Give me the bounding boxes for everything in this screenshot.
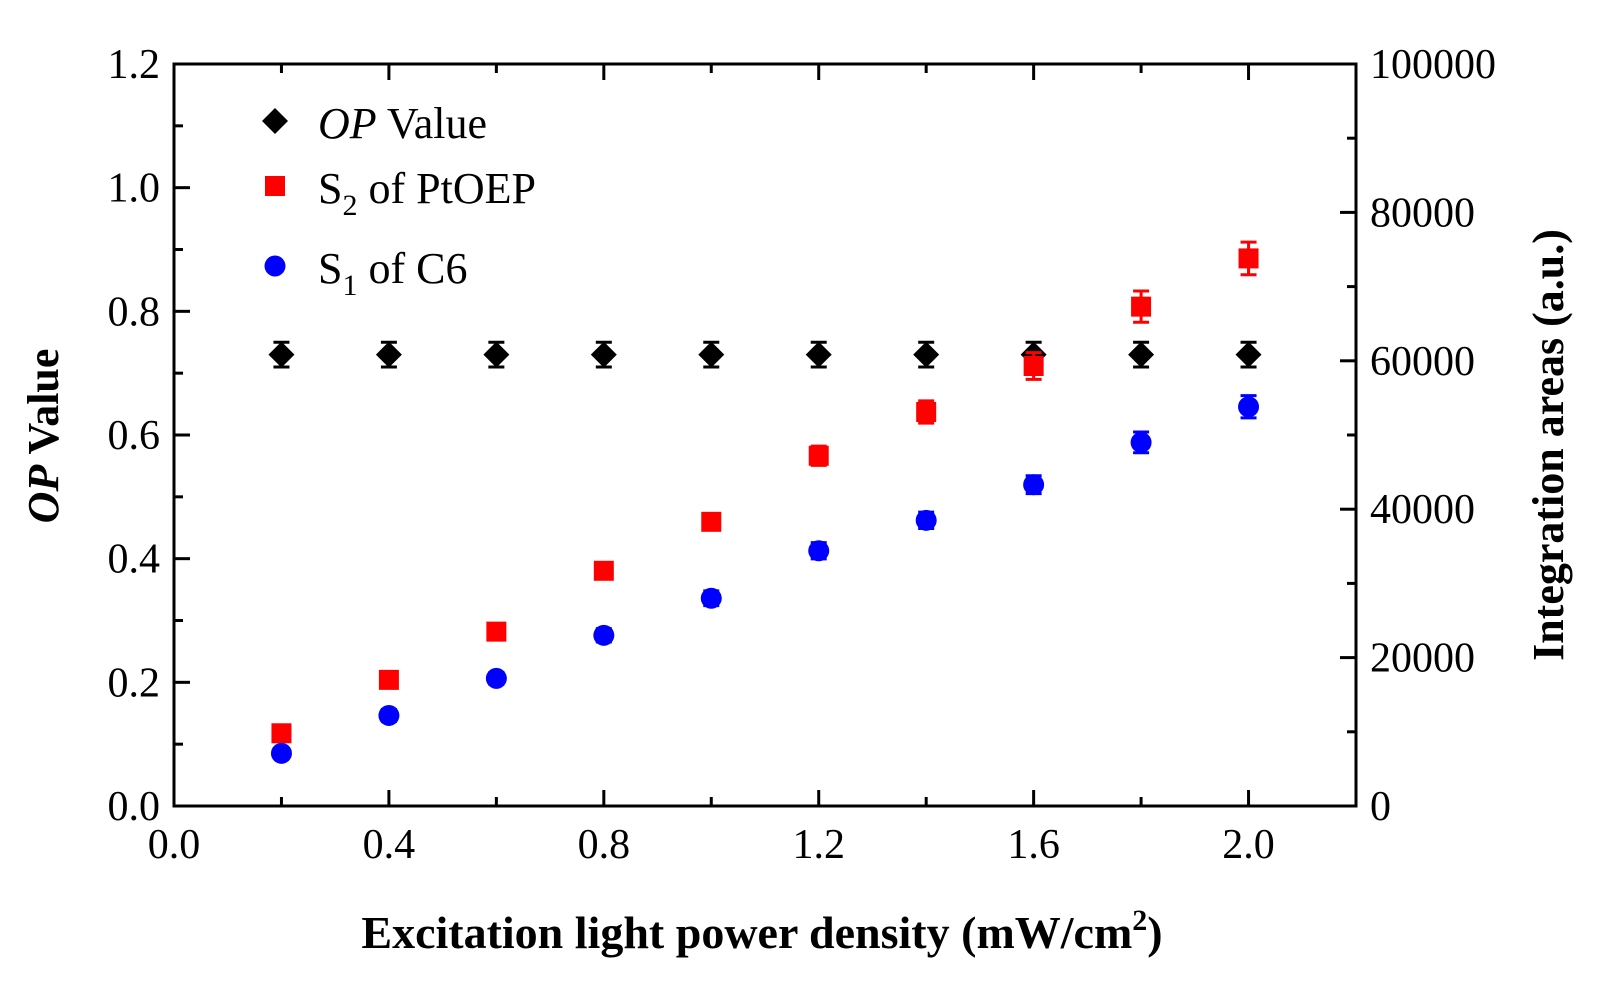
legend-label: OP Value [318,99,487,148]
data-point [593,624,615,646]
axis-ticks [172,62,1358,808]
data-point [486,621,507,642]
y-left-tick-label: 0.8 [108,289,161,335]
data-point [805,341,832,368]
y-left-tick-label: 0.6 [108,413,161,459]
y-axis-left-label-rest: Value [19,349,68,465]
data-point [1238,248,1259,269]
data-point [378,669,399,690]
legend-label-text: S [318,244,342,293]
legend-label-text: S [318,164,342,213]
data-point [916,401,937,422]
data-point [808,540,830,562]
data-point [1130,431,1152,453]
data-point [1128,341,1155,368]
y-axis-left-label: OP Value [19,349,68,524]
data-marks [268,240,1262,764]
y-right-tick-label: 100000 [1370,42,1496,88]
y-right-tick-label: 0 [1370,784,1391,830]
data-point [1238,396,1260,418]
y-right-tick-label: 20000 [1370,636,1475,682]
legend-label-tail: of PtOEP [357,164,535,213]
x-tick-label: 2.0 [1222,822,1275,868]
y-axis-right-label: Integration areas (a.u.) [1524,229,1573,661]
legend-marker [265,176,285,196]
legend-marker [264,255,286,277]
x-tick-label: 0.0 [148,822,201,868]
y-right-tick-label: 60000 [1370,339,1475,385]
legend-label-italic: OP [318,99,377,148]
legend-label-tail: of C6 [357,244,467,293]
data-point [375,341,402,368]
data-point [485,667,507,689]
data-point [378,704,400,726]
series-1 [271,240,1259,744]
legend-label: S2 of PtOEP [318,164,536,222]
y-left-tick-label: 1.0 [108,166,161,212]
data-point [590,341,617,368]
data-point [915,509,937,531]
data-point [701,511,722,532]
data-point [700,587,722,609]
legend-label-sub: 1 [342,269,357,302]
y-left-tick-label: 1.2 [108,42,161,88]
legend-label-text: Value [377,99,487,148]
data-point [268,341,295,368]
y-axis-left-label-italic: OP [19,464,68,524]
x-tick-label: 0.4 [363,822,416,868]
legend: OP Value S2 of PtOEP S1 of C6 [262,99,536,302]
x-tick-label: 0.8 [578,822,631,868]
y-right-tick-label: 40000 [1370,487,1475,533]
x-tick-label: 1.2 [792,822,845,868]
x-axis-label-sup: 2 [1132,904,1147,937]
data-point [1131,296,1152,317]
series-2 [270,394,1260,764]
data-point [1235,341,1262,368]
plot-frame [172,62,1358,808]
x-axis-label-main: Excitation light power density (mW/cm [361,907,1132,958]
legend-label-sub: 2 [342,189,357,222]
legend-marker [262,108,288,134]
data-point [808,445,829,466]
y-left-tick-label: 0.2 [108,660,161,706]
y-left-tick-label: 0.4 [108,537,161,583]
data-point [1023,474,1045,496]
data-point [593,560,614,581]
data-point [483,341,510,368]
data-point [1023,355,1044,376]
series-0 [268,340,1262,369]
data-point [698,341,725,368]
data-point [270,742,292,764]
x-tick-label: 1.6 [1007,822,1060,868]
data-point [913,341,940,368]
y-left-tick-label: 0.0 [108,784,161,830]
data-point [271,723,292,744]
x-axis-label-end: ) [1147,907,1162,958]
tick-labels: 0.0 0.4 0.8 1.2 1.6 2.0 0.0 0.2 0.4 0.6 0.8 1.0 1.2 0… [108,42,1497,868]
y-right-tick-label: 80000 [1370,190,1475,236]
x-axis-label: Excitation light power density (mW/cm2) [361,904,1162,958]
legend-label: S1 of C6 [318,244,467,302]
